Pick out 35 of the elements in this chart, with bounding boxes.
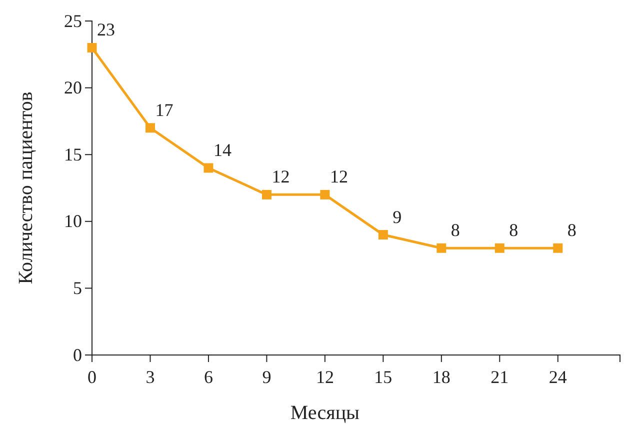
data-label: 14	[213, 140, 232, 160]
data-label: 8	[567, 220, 576, 240]
point	[320, 190, 330, 200]
data-label: 9	[392, 206, 402, 227]
x-axis-title: Месяцы	[290, 402, 360, 424]
data-label: 23	[97, 20, 115, 40]
x-tick-label: 6	[204, 367, 213, 387]
data-label: 8	[450, 220, 460, 240]
point	[553, 243, 563, 253]
data-label: 17	[155, 100, 174, 120]
y-tick-label: 25	[64, 10, 82, 31]
y-tick-label: 0	[73, 344, 82, 365]
x-tick-label: 12	[316, 367, 334, 387]
data-label: 8	[509, 220, 518, 240]
point	[145, 123, 155, 133]
point	[262, 190, 272, 200]
x-tick-label: 0	[88, 367, 96, 387]
point	[204, 163, 214, 173]
point	[494, 243, 504, 253]
data-label: 12	[330, 166, 348, 187]
y-tick-label: 10	[64, 211, 82, 232]
x-tick-label: 18	[432, 367, 450, 387]
x-tick-label: 24	[548, 367, 567, 387]
data-label: 12	[272, 166, 290, 187]
point	[87, 42, 97, 52]
y-axis-title: Количество пациентов	[15, 92, 37, 284]
x-tick-label: 3	[146, 367, 155, 387]
x-tick-label: 9	[262, 367, 272, 387]
x-tick-label: 15	[374, 367, 392, 387]
point	[436, 243, 446, 253]
point	[378, 230, 388, 240]
x-tick-label: 21	[490, 367, 509, 387]
y-tick-label: 5	[73, 278, 82, 298]
y-tick-label: 20	[64, 78, 82, 98]
y-tick-label: 15	[64, 144, 82, 164]
